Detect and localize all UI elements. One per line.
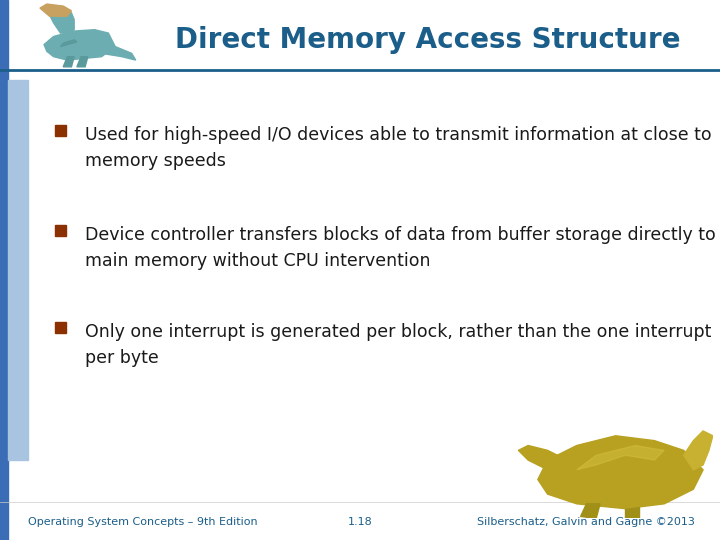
Bar bbox=[8, 80, 28, 460]
Bar bbox=[0, 0, 8, 540]
Polygon shape bbox=[538, 436, 703, 509]
Text: Used for high-speed I/O devices able to transmit information at close to
memory : Used for high-speed I/O devices able to … bbox=[85, 126, 711, 171]
Polygon shape bbox=[102, 46, 135, 60]
Bar bbox=[55, 321, 66, 333]
Polygon shape bbox=[63, 57, 74, 67]
Polygon shape bbox=[577, 446, 664, 470]
Polygon shape bbox=[60, 40, 77, 46]
Bar bbox=[55, 125, 66, 136]
Polygon shape bbox=[625, 507, 639, 518]
Polygon shape bbox=[44, 30, 115, 60]
Polygon shape bbox=[50, 11, 74, 33]
Text: Direct Memory Access Structure: Direct Memory Access Structure bbox=[175, 26, 680, 54]
Text: 1.18: 1.18 bbox=[348, 517, 372, 527]
Bar bbox=[55, 225, 66, 235]
Text: Operating System Concepts – 9th Edition: Operating System Concepts – 9th Edition bbox=[28, 517, 258, 527]
Polygon shape bbox=[580, 504, 600, 518]
Polygon shape bbox=[518, 446, 567, 470]
Polygon shape bbox=[684, 431, 713, 470]
Text: Silberschatz, Galvin and Gagne ©2013: Silberschatz, Galvin and Gagne ©2013 bbox=[477, 517, 695, 527]
Polygon shape bbox=[40, 4, 71, 16]
Text: Device controller transfers blocks of data from buffer storage directly to
main : Device controller transfers blocks of da… bbox=[85, 226, 716, 271]
Polygon shape bbox=[77, 57, 88, 67]
Text: Only one interrupt is generated per block, rather than the one interrupt
per byt: Only one interrupt is generated per bloc… bbox=[85, 323, 711, 367]
